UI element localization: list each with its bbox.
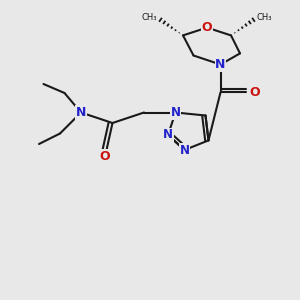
Text: CH₃: CH₃ (256, 14, 272, 22)
Text: N: N (170, 106, 181, 119)
Text: N: N (215, 58, 226, 71)
Text: N: N (76, 106, 86, 119)
Text: N: N (163, 128, 173, 142)
Text: CH₃: CH₃ (142, 14, 158, 22)
Text: N: N (179, 143, 190, 157)
Text: O: O (249, 86, 260, 99)
Text: O: O (202, 21, 212, 34)
Text: O: O (100, 149, 110, 163)
